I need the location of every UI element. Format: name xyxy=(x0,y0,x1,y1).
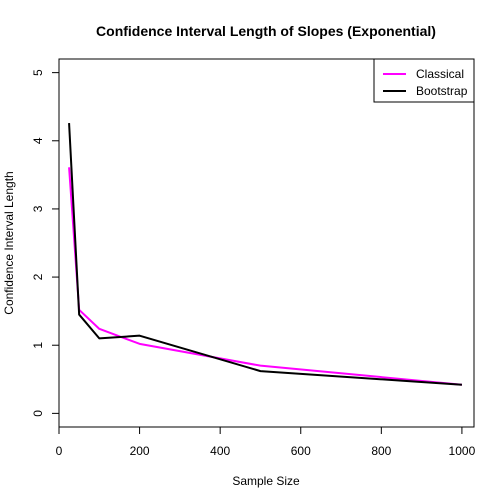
y-tick-label: 4 xyxy=(31,137,45,144)
y-tick-label: 0 xyxy=(31,410,45,417)
chart-title: Confidence Interval Length of Slopes (Ex… xyxy=(96,23,436,39)
x-tick-label: 800 xyxy=(371,444,391,458)
x-tick-label: 400 xyxy=(210,444,230,458)
series-lines xyxy=(68,123,463,386)
y-axis-label: Confidence Interval Length xyxy=(2,171,16,314)
series-line-classical xyxy=(68,167,463,386)
x-axis-label: Sample Size xyxy=(232,474,300,488)
legend-label-bootstrap: Bootstrap xyxy=(416,84,468,98)
x-tick-label: 1000 xyxy=(449,444,476,458)
series-line-bootstrap xyxy=(68,123,462,386)
legend-box xyxy=(373,58,475,103)
x-tick-label: 600 xyxy=(291,444,311,458)
y-axis: 0 1 2 3 4 5 xyxy=(31,69,60,417)
y-tick-label: 1 xyxy=(31,342,45,349)
x-tick-label: 0 xyxy=(56,444,63,458)
x-axis: 0 200 400 600 800 1000 xyxy=(56,426,476,458)
y-tick-label: 2 xyxy=(31,273,45,280)
x-tick-label: 200 xyxy=(130,444,150,458)
y-tick-label: 3 xyxy=(31,205,45,212)
legend-label-classical: Classical xyxy=(416,67,464,81)
y-tick-label: 5 xyxy=(31,69,45,76)
legend: Classical Bootstrap xyxy=(373,58,475,103)
